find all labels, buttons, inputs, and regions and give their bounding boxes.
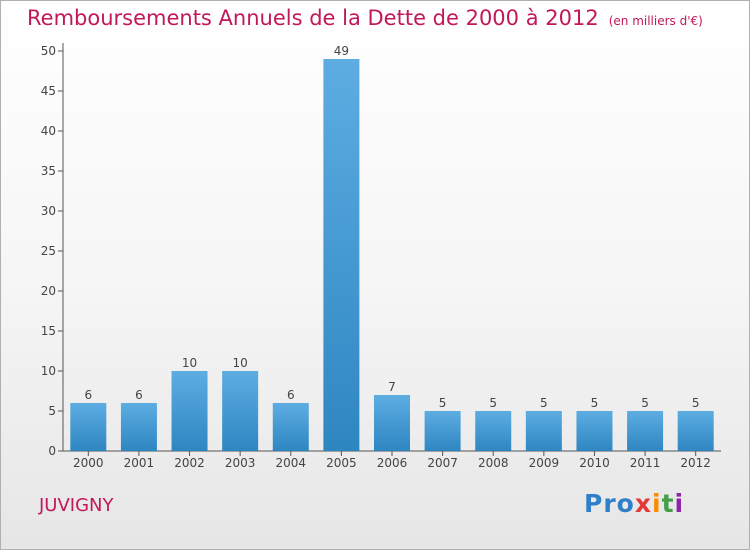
x-tick-label: 2007	[427, 456, 458, 470]
bar-value-label: 5	[591, 396, 599, 410]
bar-value-label: 49	[334, 44, 349, 58]
x-tick-label: 2001	[124, 456, 155, 470]
bar-2006[interactable]	[374, 395, 410, 451]
bar-value-label: 7	[388, 380, 396, 394]
y-tick-label: 35	[41, 164, 56, 178]
x-tick-label: 2012	[680, 456, 711, 470]
y-tick-label: 15	[41, 324, 56, 338]
x-tick-label: 2010	[579, 456, 610, 470]
x-tick-label: 2005	[326, 456, 357, 470]
x-tick-label: 2002	[174, 456, 205, 470]
bar-2008[interactable]	[475, 411, 512, 451]
x-tick-label: 2003	[225, 456, 256, 470]
bar-value-label: 5	[489, 396, 497, 410]
y-tick-label: 45	[41, 84, 56, 98]
bar-2005[interactable]	[323, 59, 360, 451]
bar-value-label: 10	[182, 356, 197, 370]
chart-title: Remboursements Annuels de la Dette de 20…	[27, 6, 703, 30]
x-tick-label: 2009	[529, 456, 560, 470]
chart-subtitle: (en milliers d'€)	[608, 14, 703, 28]
chart-bars	[70, 59, 714, 451]
proxiti-logo[interactable]: Proxiti	[584, 489, 685, 518]
y-tick-label: 25	[41, 244, 56, 258]
town-name: JUVIGNY	[39, 495, 114, 516]
bar-value-label: 5	[641, 396, 649, 410]
bar-value-label: 6	[84, 388, 92, 402]
bar-2001[interactable]	[120, 403, 157, 451]
bar-value-label: 5	[439, 396, 447, 410]
x-tick-label: 2004	[275, 456, 306, 470]
bar-2009[interactable]	[525, 411, 562, 451]
bar-2010[interactable]	[576, 411, 613, 451]
bar-2004[interactable]	[272, 403, 309, 451]
y-tick-label: 0	[48, 444, 56, 458]
bar-2007[interactable]	[424, 411, 461, 451]
x-tick-label: 2000	[73, 456, 104, 470]
chart-value-labels: 6 6 10 10 6 49 7 5 5 5 5 5 5	[84, 44, 699, 410]
bar-value-label: 6	[287, 388, 295, 402]
chart-axes: 0 5 10 15 20 25 30 35 40 45 50 2000 2001 2002 2003 2004…	[41, 43, 721, 470]
bar-2012[interactable]	[677, 411, 714, 451]
bar-value-label: 10	[233, 356, 248, 370]
y-tick-label: 20	[41, 284, 56, 298]
bar-2000[interactable]	[70, 403, 107, 451]
x-tick-label: 2011	[630, 456, 661, 470]
y-tick-label: 50	[41, 44, 56, 58]
x-tick-label: 2006	[377, 456, 408, 470]
bar-value-label: 5	[540, 396, 548, 410]
chart-title-text: Remboursements Annuels de la Dette de 20…	[27, 6, 599, 30]
bar-value-label: 6	[135, 388, 143, 402]
bar-2002[interactable]	[171, 371, 208, 451]
y-tick-label: 5	[48, 404, 56, 418]
y-tick-label: 30	[41, 204, 56, 218]
x-tick-label: 2008	[478, 456, 509, 470]
bar-2011[interactable]	[627, 411, 664, 451]
bar-2003[interactable]	[222, 371, 259, 451]
bar-value-label: 5	[692, 396, 700, 410]
y-tick-label: 40	[41, 124, 56, 138]
y-tick-label: 10	[41, 364, 56, 378]
